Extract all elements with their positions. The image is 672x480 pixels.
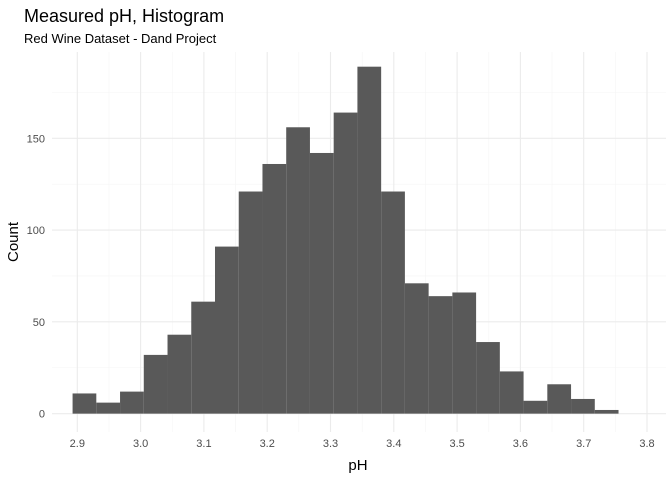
x-tick-label: 3.0 — [133, 438, 148, 450]
x-tick-label: 2.9 — [70, 438, 85, 450]
x-tick-label: 3.6 — [513, 438, 528, 450]
histogram-bar — [191, 301, 215, 414]
y-tick-label: 150 — [27, 133, 45, 145]
histogram-bar — [72, 393, 97, 414]
y-tick-label: 0 — [39, 409, 45, 421]
histogram-bar — [523, 400, 548, 414]
y-axis-ticks: 0 50 100 150 — [27, 133, 45, 420]
histogram-bar — [476, 342, 500, 414]
histogram-bar — [404, 283, 429, 414]
histogram-bar — [594, 409, 619, 414]
histogram-bar — [333, 112, 358, 414]
histogram-bar — [143, 354, 168, 414]
chart-title: Measured pH, Histogram — [24, 6, 224, 26]
histogram-bar — [499, 371, 524, 414]
histogram-bar — [120, 391, 144, 414]
histogram-bar — [167, 334, 192, 414]
histogram-bar — [381, 191, 405, 414]
histogram-bar — [286, 127, 310, 414]
histogram-bar — [238, 191, 263, 414]
histogram-bar — [547, 384, 572, 414]
x-tick-label: 3.2 — [260, 438, 275, 450]
histogram-bar — [428, 296, 453, 414]
y-tick-label: 50 — [33, 317, 45, 329]
chart-subtitle: Red Wine Dataset - Dand Project — [24, 31, 217, 46]
histogram-bar — [96, 402, 121, 414]
x-axis-title: pH — [348, 457, 367, 474]
x-tick-label: 3.5 — [449, 438, 464, 450]
histogram-bar — [452, 292, 477, 414]
histogram-bar — [571, 398, 595, 414]
x-tick-label: 3.7 — [576, 438, 591, 450]
x-axis-ticks: 2.9 3.0 3.1 3.2 3.3 3.4 3.5 3.6 3.7 3.8 — [70, 438, 655, 450]
x-tick-label: 3.4 — [386, 438, 401, 450]
y-axis-title: Count — [5, 221, 22, 262]
histogram-bar — [214, 246, 239, 414]
histogram-bar — [357, 66, 382, 414]
histogram-bar — [262, 163, 287, 414]
histogram-bars — [72, 66, 619, 414]
x-tick-label: 3.8 — [639, 438, 654, 450]
x-tick-label: 3.3 — [323, 438, 338, 450]
x-tick-label: 3.1 — [196, 438, 211, 450]
y-tick-label: 100 — [27, 225, 45, 237]
histogram-bar — [309, 152, 334, 414]
